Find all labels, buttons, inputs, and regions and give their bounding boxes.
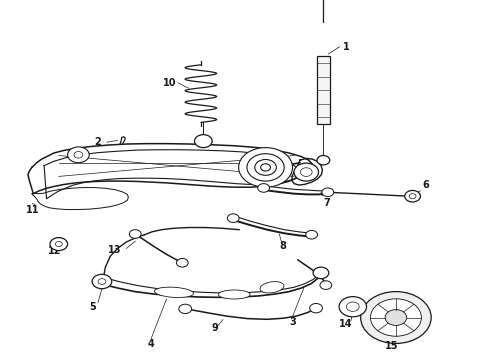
Circle shape	[361, 292, 431, 343]
Circle shape	[74, 152, 83, 158]
Circle shape	[176, 258, 188, 267]
Circle shape	[300, 168, 312, 176]
Text: 15: 15	[385, 341, 399, 351]
Text: 12: 12	[48, 246, 62, 256]
Text: 1: 1	[343, 42, 350, 52]
Text: 3: 3	[289, 317, 296, 327]
Circle shape	[306, 230, 318, 239]
Circle shape	[385, 310, 407, 325]
Text: 13: 13	[108, 245, 122, 255]
Circle shape	[258, 184, 270, 192]
Text: 5: 5	[90, 302, 97, 312]
Circle shape	[294, 163, 318, 181]
Text: 4: 4	[147, 339, 154, 349]
Circle shape	[247, 154, 284, 181]
Text: 8: 8	[279, 240, 286, 251]
Ellipse shape	[260, 282, 284, 293]
Circle shape	[129, 230, 141, 238]
Bar	[317, 56, 330, 124]
Circle shape	[68, 147, 89, 163]
Circle shape	[92, 274, 112, 289]
Text: 2: 2	[94, 137, 101, 147]
Text: 14: 14	[339, 319, 353, 329]
Circle shape	[195, 135, 212, 148]
Circle shape	[310, 303, 322, 313]
Text: 10: 10	[163, 78, 176, 88]
Text: 9: 9	[211, 323, 218, 333]
Circle shape	[255, 159, 276, 175]
Circle shape	[339, 297, 367, 317]
Text: 7: 7	[323, 198, 330, 208]
Circle shape	[405, 190, 420, 202]
Text: 11: 11	[25, 204, 39, 215]
Circle shape	[313, 267, 329, 279]
Circle shape	[370, 299, 421, 336]
Circle shape	[179, 304, 192, 314]
Circle shape	[227, 214, 239, 222]
Text: 6: 6	[422, 180, 429, 190]
Circle shape	[320, 281, 332, 289]
Circle shape	[261, 164, 270, 171]
Circle shape	[322, 188, 334, 197]
Circle shape	[50, 238, 68, 251]
Ellipse shape	[154, 287, 194, 297]
Ellipse shape	[218, 290, 250, 299]
Circle shape	[317, 156, 330, 165]
Circle shape	[239, 148, 293, 187]
